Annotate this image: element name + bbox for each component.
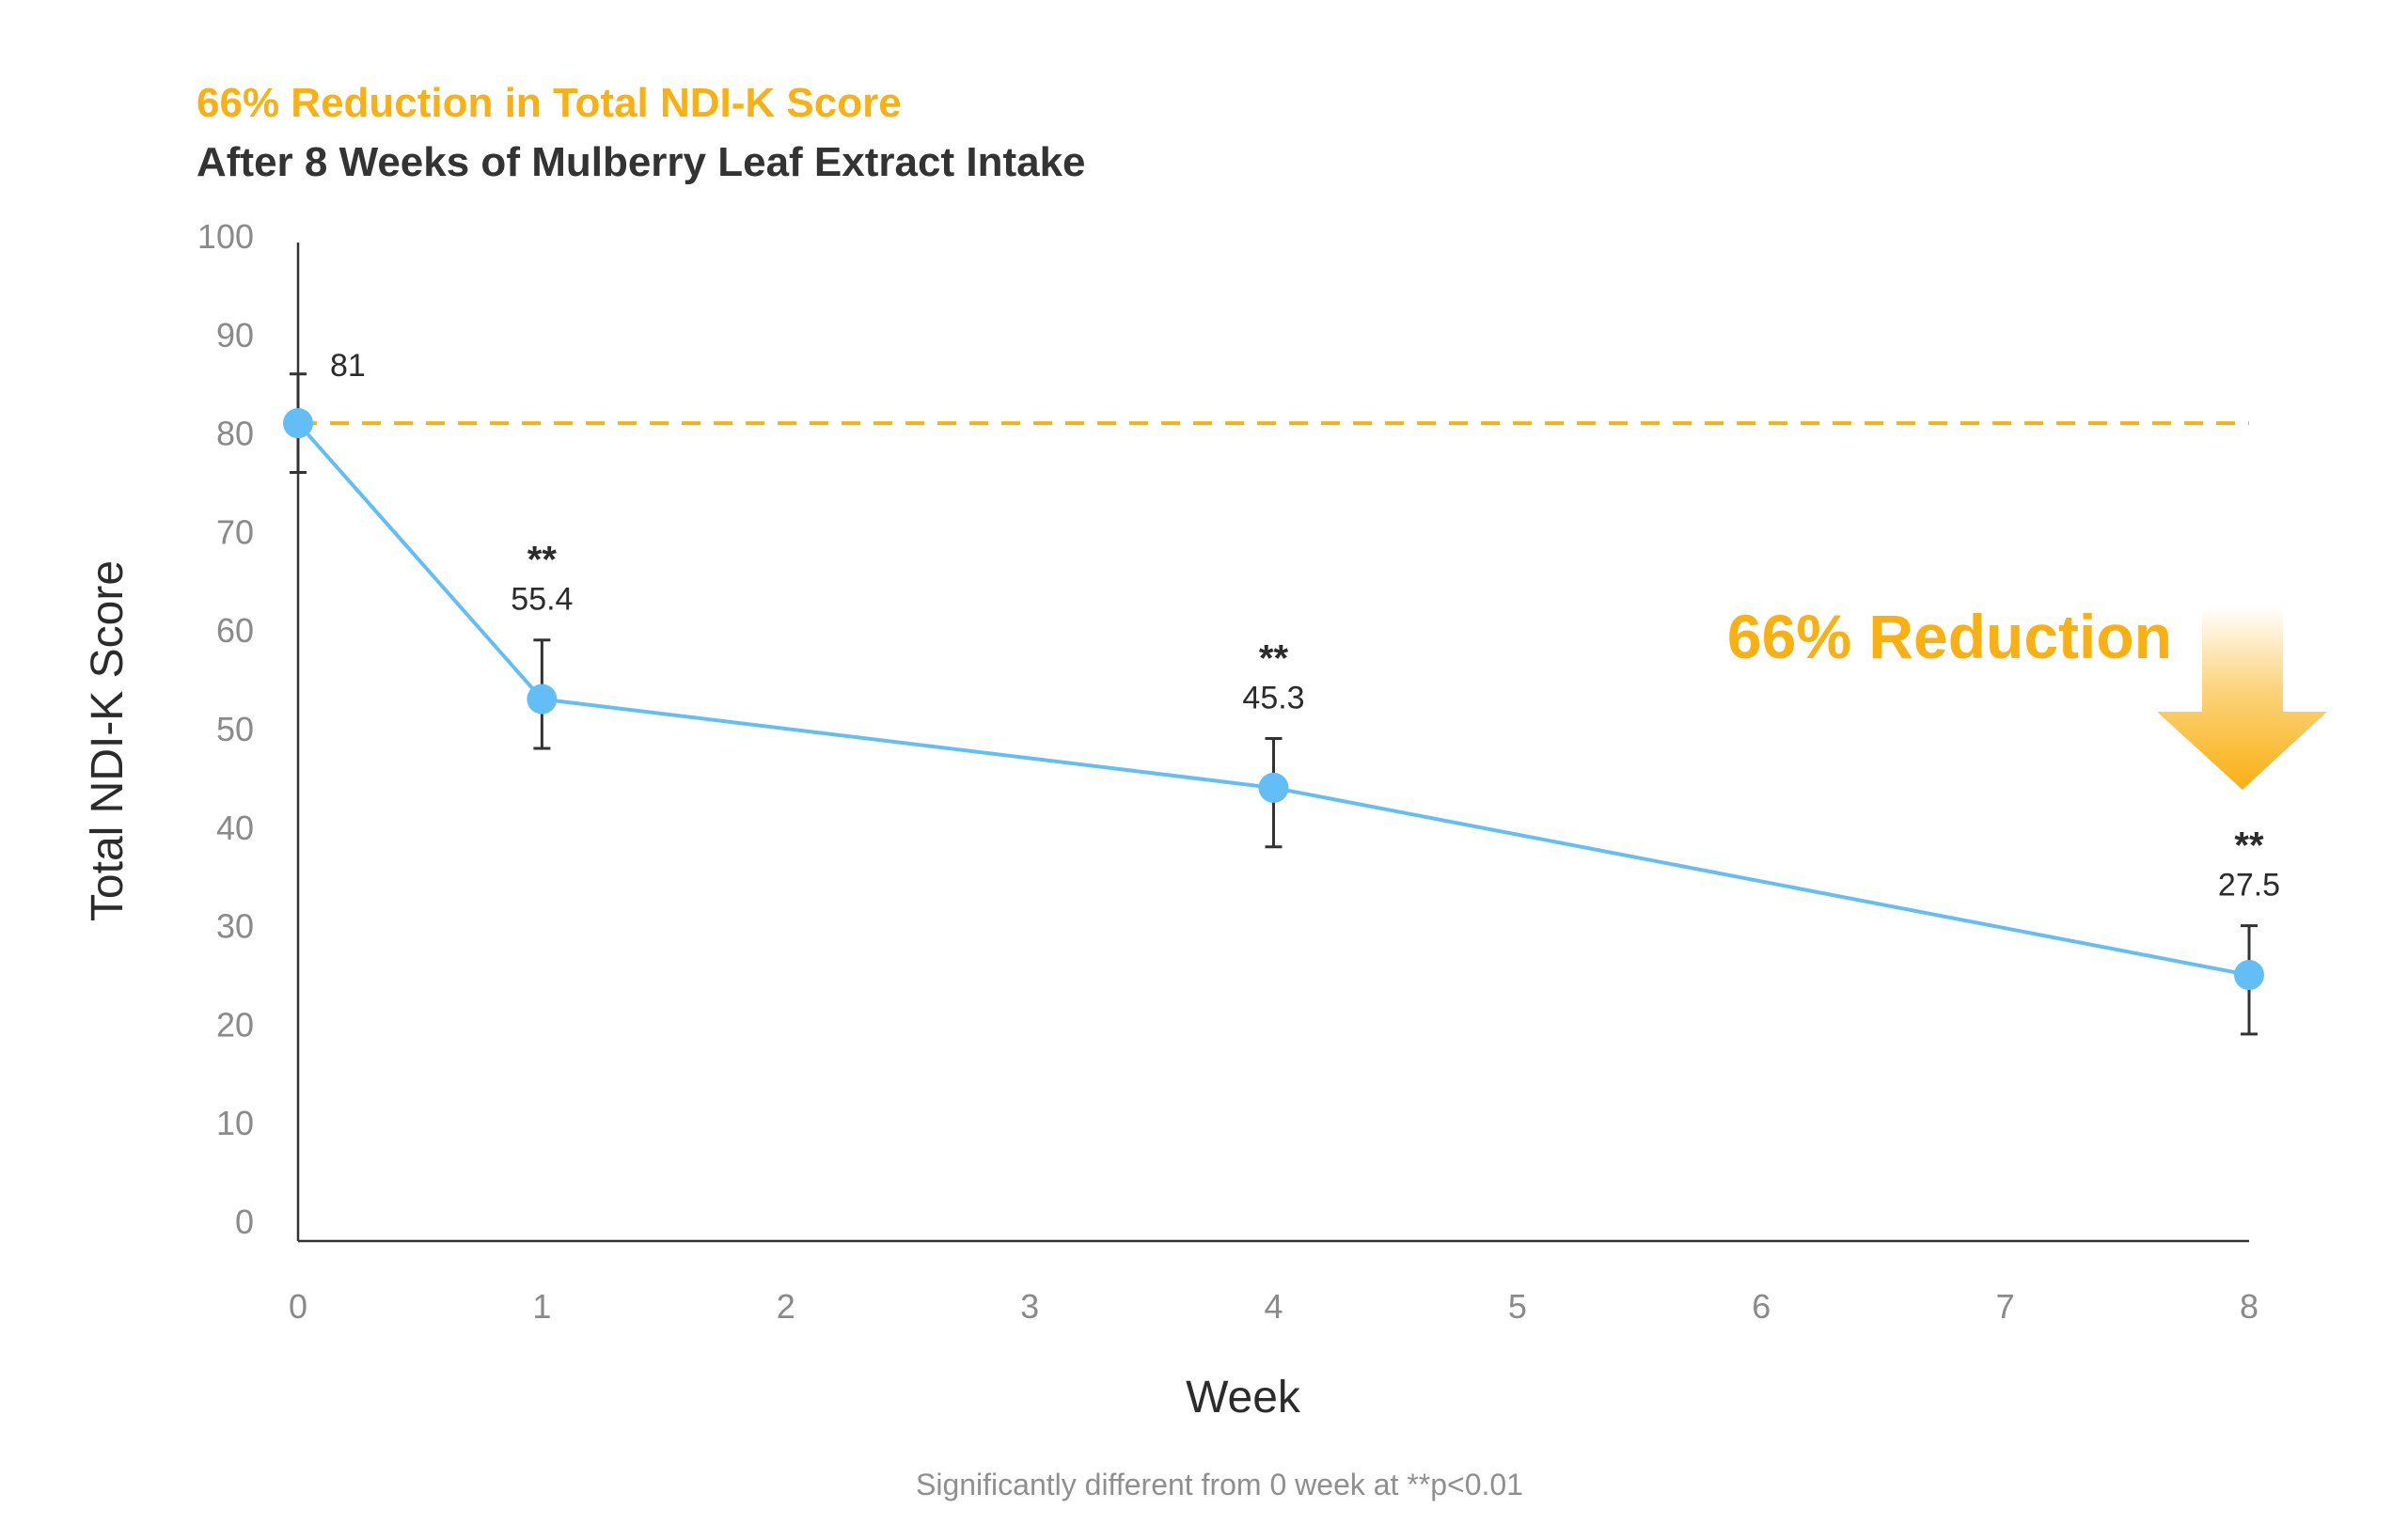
y-tick-label: 80 [216,415,254,453]
footnote: Significantly different from 0 week at *… [916,1468,1523,1501]
data-label: 55.4 [511,582,573,618]
y-tick-label: 0 [235,1202,254,1241]
data-label: 27.5 [2218,868,2280,904]
y-axis-label: Total NDI-K Score [83,560,133,921]
reduction-callout: 66% Reduction [1727,602,2172,671]
x-tick-label: 3 [1020,1287,1039,1326]
y-tick-label: 40 [216,809,254,847]
significance-marker: ** [527,540,558,581]
x-axis-ticks: 0 1 2 3 4 5 6 7 8 [289,1287,2258,1326]
y-tick-label: 10 [216,1104,254,1142]
y-tick-label: 100 [197,217,254,256]
data-points [283,408,2264,991]
y-tick-label: 20 [216,1005,254,1044]
x-tick-label: 1 [532,1287,551,1326]
x-tick-label: 8 [2240,1287,2258,1326]
data-point [2234,960,2264,991]
data-label: 45.3 [1242,681,1304,716]
data-point [527,684,558,715]
y-axis-ticks: 0 10 20 30 40 50 60 70 80 90 100 [197,217,254,1241]
y-tick-label: 90 [216,316,254,354]
significance-marker: ** [1259,638,1289,680]
x-tick-label: 5 [1508,1287,1527,1326]
x-axis-label: Week [1186,1373,1301,1422]
significance-marker: ** [2234,825,2264,867]
series-line [296,421,2250,978]
x-tick-label: 0 [289,1287,307,1326]
data-label: 81 [330,348,366,384]
chart-title: 66% Reduction in Total NDI-K Score [197,80,902,126]
x-tick-label: 2 [777,1287,795,1326]
x-tick-label: 4 [1264,1287,1283,1326]
y-tick-label: 70 [216,512,254,551]
y-tick-label: 60 [216,611,254,650]
data-point [1258,772,1289,803]
data-point [283,408,313,439]
y-tick-label: 30 [216,907,254,946]
down-arrow-icon [2157,606,2327,790]
x-tick-label: 7 [1996,1287,2015,1326]
chart-subtitle: After 8 Weeks of Mulberry Leaf Extract I… [197,139,1086,185]
x-tick-label: 6 [1752,1287,1771,1326]
y-tick-label: 50 [216,710,254,748]
